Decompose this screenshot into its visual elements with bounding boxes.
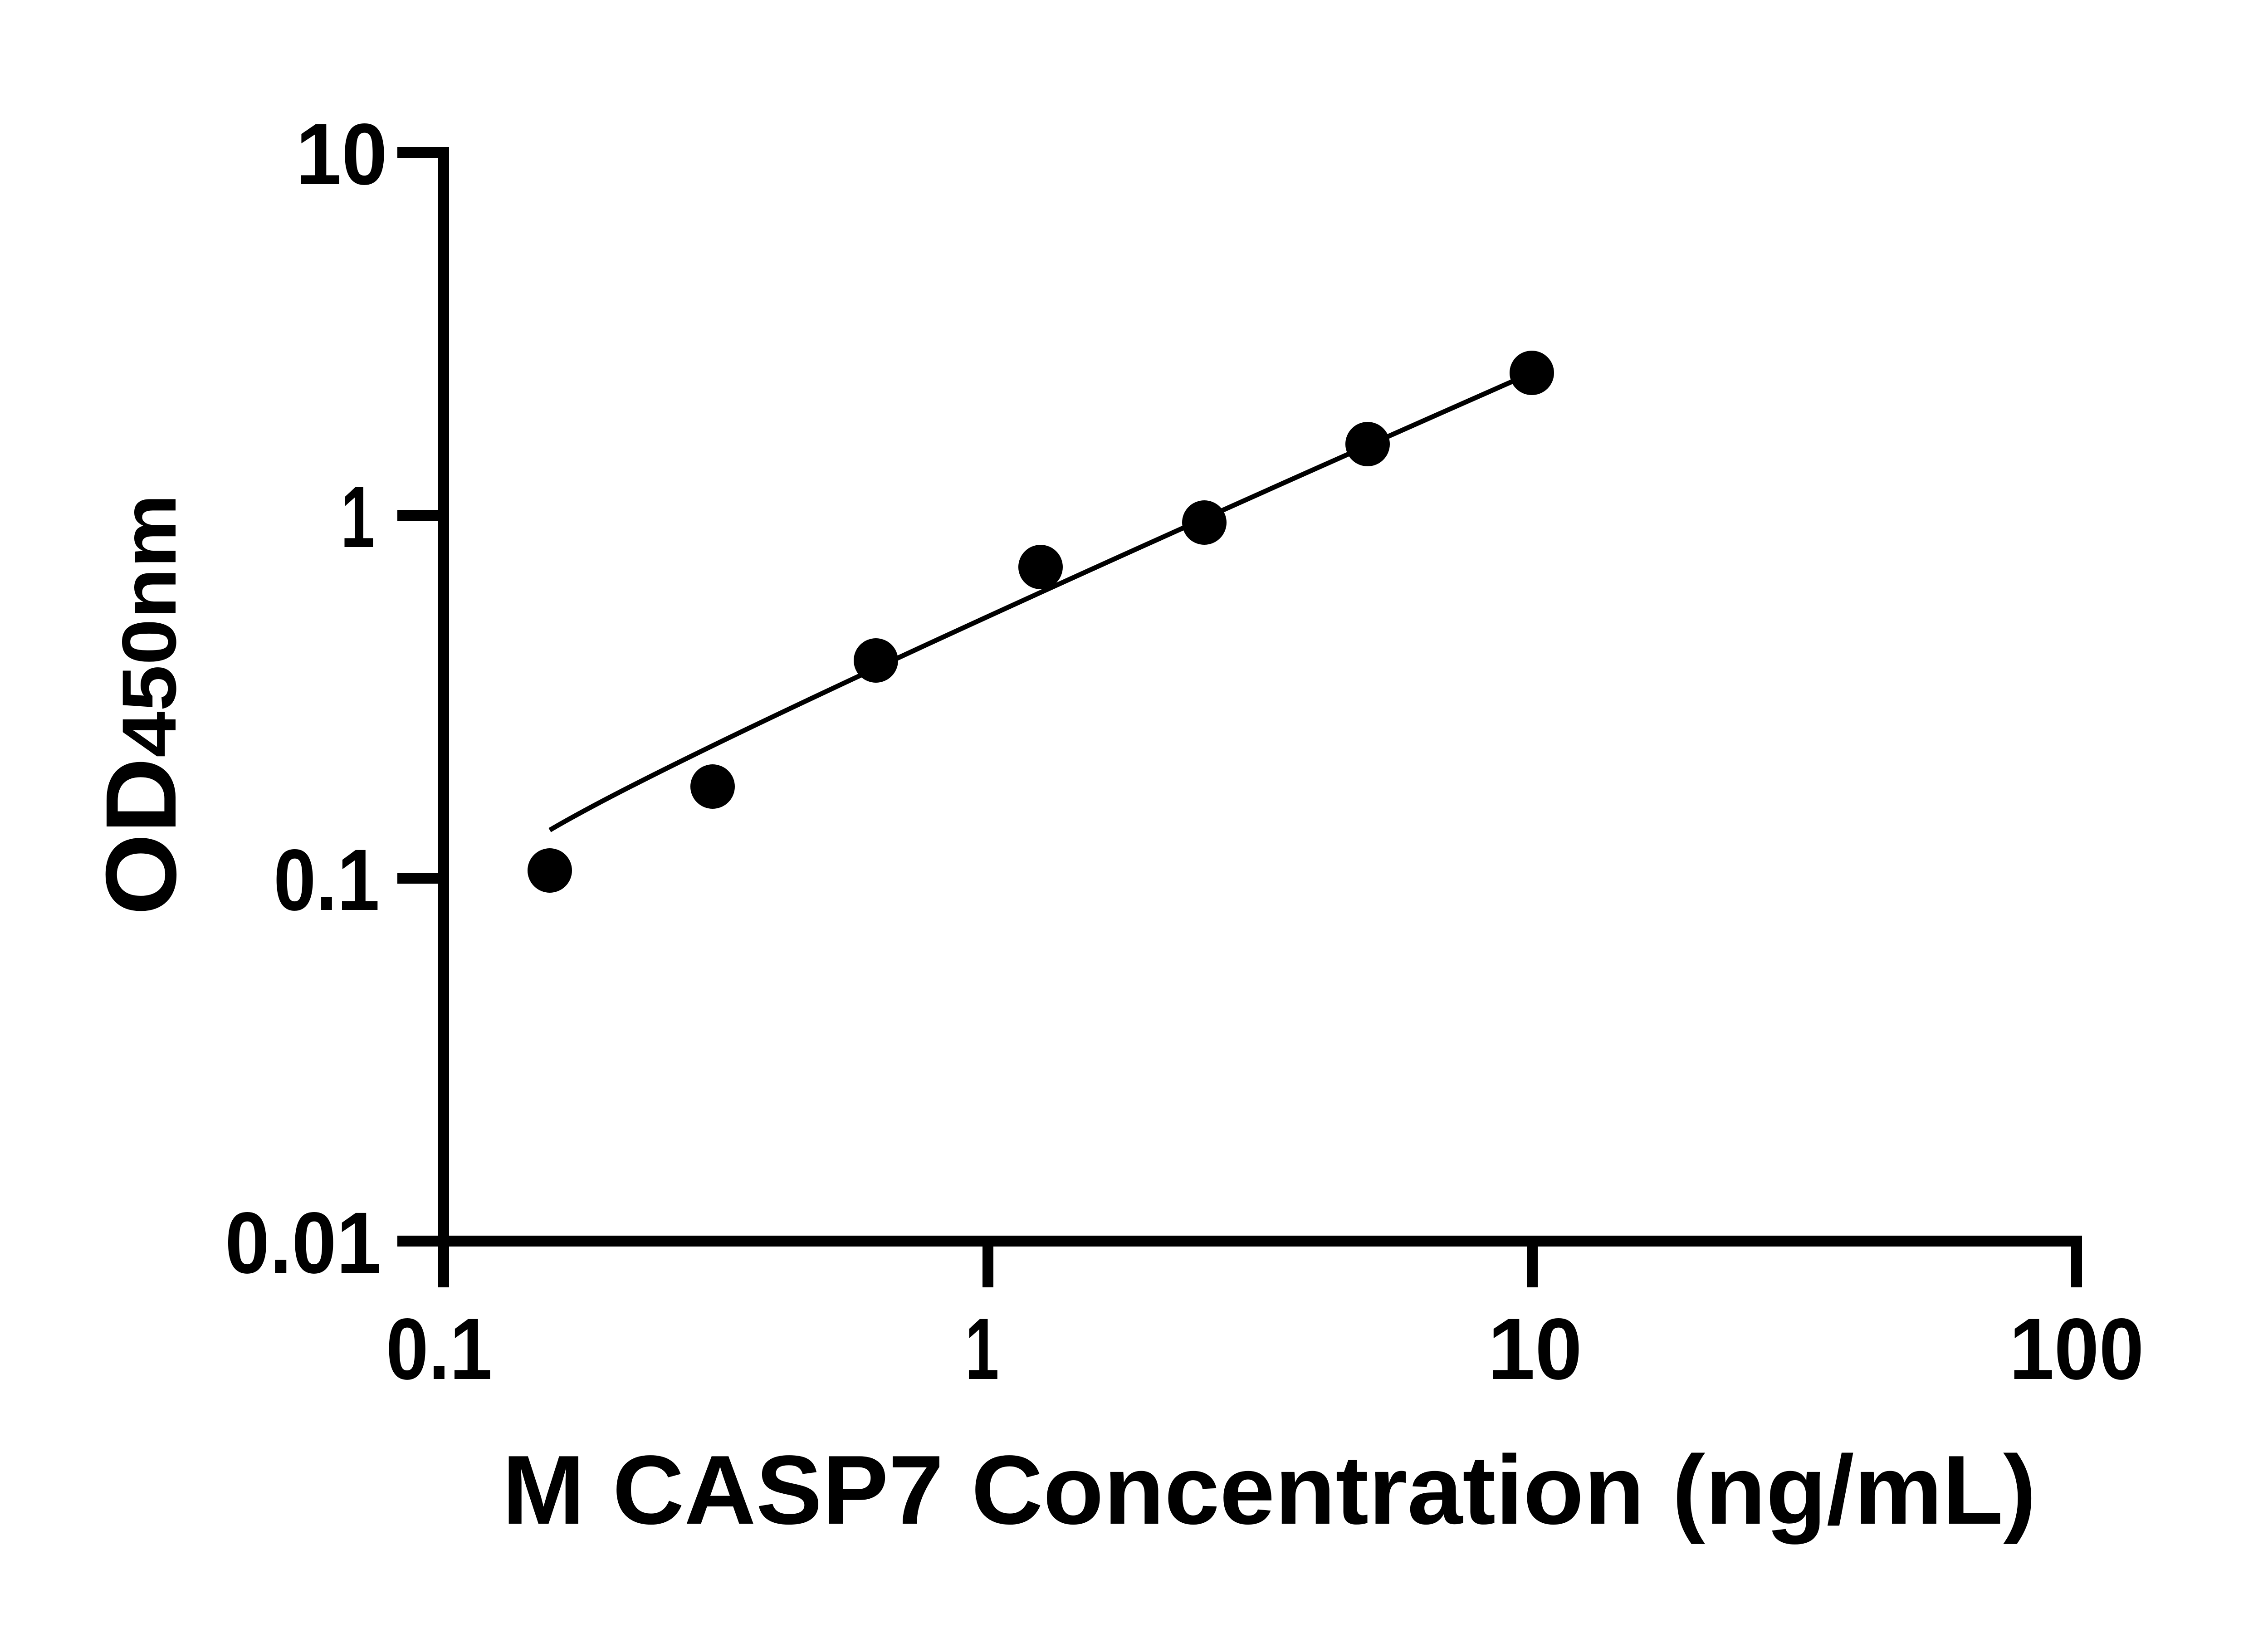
svg-text:450nm: 450nm (106, 494, 192, 758)
svg-text:10: 10 (296, 105, 387, 203)
svg-text:M CASP7 Concentration (ng/mL): M CASP7 Concentration (ng/mL) (502, 1435, 2036, 1545)
svg-text:10: 10 (1488, 1300, 1582, 1398)
svg-text:0.1: 0.1 (386, 1300, 492, 1398)
svg-text:1: 1 (965, 1300, 999, 1398)
svg-text:0.01: 0.01 (225, 1194, 381, 1291)
svg-text:OD: OD (85, 758, 197, 915)
svg-text:0.1: 0.1 (274, 831, 380, 929)
svg-text:100: 100 (2009, 1300, 2144, 1398)
svg-text:1: 1 (341, 468, 375, 566)
